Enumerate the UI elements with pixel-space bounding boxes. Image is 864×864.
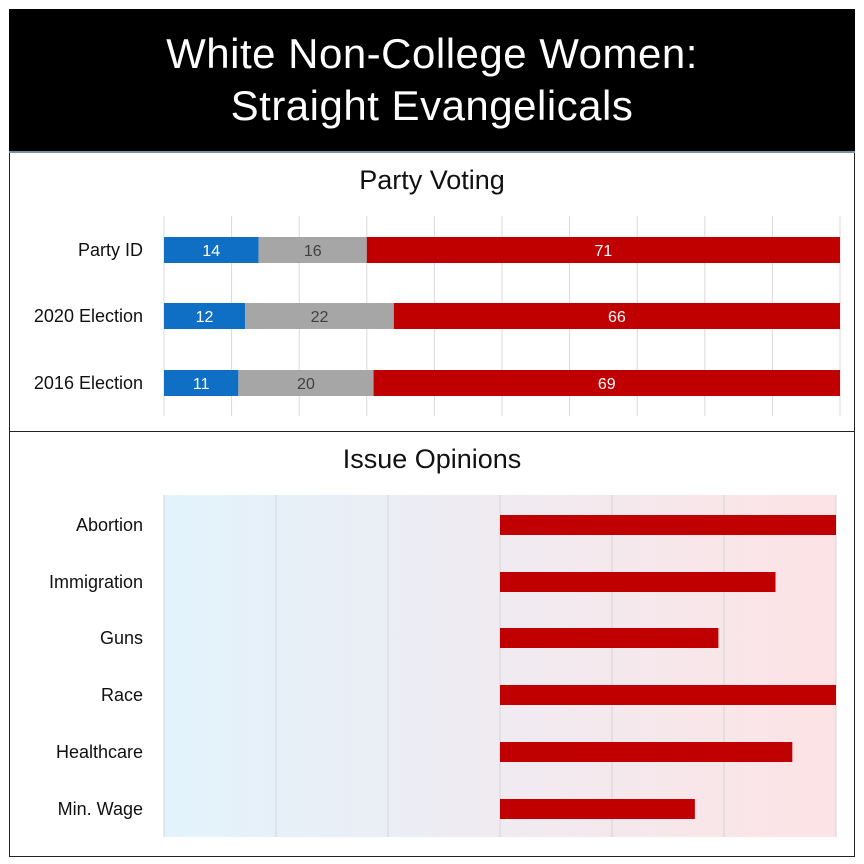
- title-line-2: Straight Evangelicals: [230, 82, 634, 129]
- party-bar-segment: [164, 237, 259, 263]
- issue-category-label: Race: [101, 685, 143, 705]
- party-bar-segment: [373, 370, 840, 396]
- party-bar-segment: [393, 303, 840, 329]
- party-bar-label: 11: [193, 376, 210, 393]
- party-bar-label: 20: [297, 376, 315, 393]
- title-line-1: White Non-College Women:: [166, 30, 698, 77]
- party-category-label: 2016 Election: [34, 373, 143, 393]
- party-bar-segment: [366, 237, 840, 263]
- issue-bar: [500, 515, 836, 535]
- party-bar-label: 66: [608, 309, 626, 326]
- issue-bar: [500, 685, 836, 705]
- party-category-label: 2020 Election: [34, 306, 143, 326]
- party-bar-segment: [164, 370, 239, 396]
- issue-category-label: Immigration: [49, 572, 143, 592]
- party-bar-segment: [164, 303, 246, 329]
- section-divider: [9, 431, 855, 432]
- party-bar-label: 69: [598, 376, 616, 393]
- party-bar-segment: [258, 237, 367, 263]
- party-bar-label: 12: [196, 309, 214, 326]
- party-category-label: Party ID: [78, 240, 143, 260]
- issue-bar: [500, 799, 695, 819]
- issue-opinions-title: Issue Opinions: [342, 444, 522, 474]
- party-bar-label: 14: [202, 243, 220, 260]
- issue-category-label: Min. Wage: [58, 799, 143, 819]
- party-voting-title: Party Voting: [359, 165, 505, 195]
- party-bar-segment: [238, 370, 374, 396]
- party-bar-label: 22: [311, 309, 329, 326]
- title-banner: White Non-College Women: Straight Evange…: [9, 9, 855, 153]
- issue-bar: [500, 572, 776, 592]
- issue-bar: [500, 742, 793, 762]
- issue-category-label: Guns: [100, 628, 143, 648]
- issue-bar: [500, 628, 719, 648]
- issue-category-label: Healthcare: [56, 742, 143, 762]
- issue-category-label: Abortion: [76, 515, 143, 535]
- party-bar-segment: [245, 303, 394, 329]
- party-bar-label: 16: [304, 243, 322, 260]
- party-bar-label: 71: [595, 243, 613, 260]
